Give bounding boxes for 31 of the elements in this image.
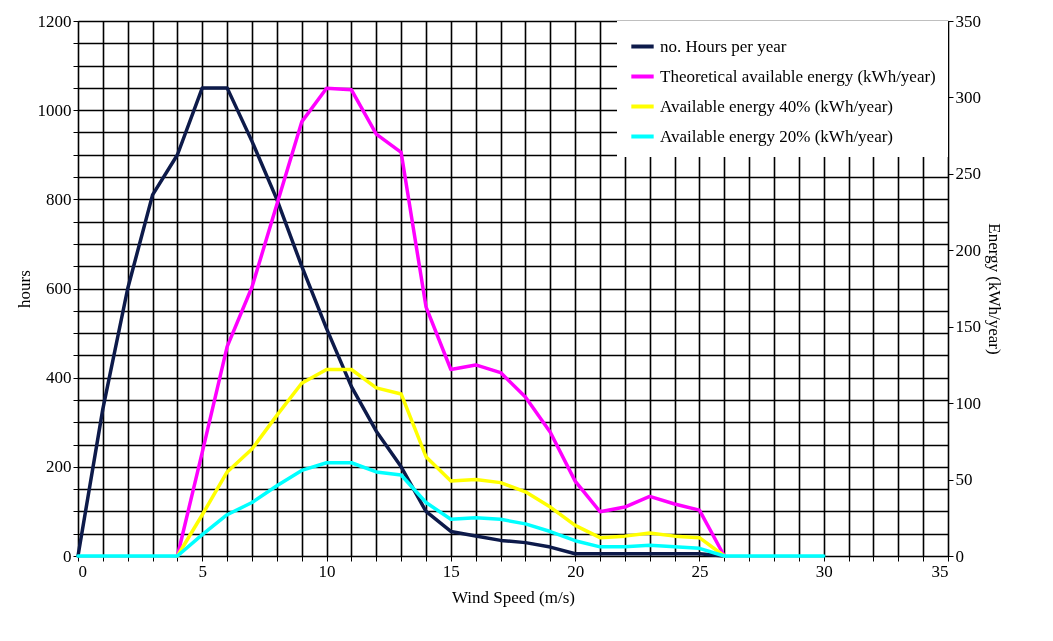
- legend-label: Theoretical available energy (kWh/year): [660, 66, 936, 86]
- x-tick-label: 35: [931, 561, 949, 581]
- y2-tick-label: 300: [955, 87, 981, 107]
- x-tick-label: 15: [442, 561, 460, 581]
- y-tick-label: 400: [46, 368, 72, 388]
- x-tick-label: 0: [78, 561, 87, 581]
- y2-axis-title: Energy (kWh/year): [985, 223, 1004, 355]
- y2-tick-label: 100: [955, 393, 981, 413]
- x-tick-label: 30: [815, 561, 833, 581]
- line-series: [76, 461, 826, 558]
- x-tick-label: 20: [567, 561, 585, 581]
- legend-label: no. Hours per year: [660, 36, 787, 56]
- x-axis-title: Wind Speed (m/s): [451, 587, 576, 607]
- y2-tick-label: 350: [955, 11, 981, 31]
- y-tick-label: 1000: [37, 100, 72, 120]
- y-tick-label: 600: [46, 279, 72, 298]
- y2-tick-label: 50: [955, 470, 973, 490]
- y-tick-label: 0: [63, 546, 72, 566]
- x-tick-label: 25: [691, 561, 709, 581]
- x-tick-label: 5: [198, 561, 208, 581]
- y-axis-title: hours: [14, 270, 34, 308]
- y2-tick-label: 250: [955, 164, 981, 184]
- y2-tick-label: 150: [955, 317, 981, 337]
- legend-label: Available energy 20% (kWh/year): [660, 126, 894, 146]
- y2-tick-label: 0: [955, 546, 964, 566]
- y-tick-label: 1200: [37, 11, 72, 31]
- legend-label: Available energy 40% (kWh/year): [660, 96, 894, 116]
- y-tick-label: 800: [46, 189, 72, 209]
- y2-tick-label: 200: [955, 240, 981, 260]
- y-tick-label: 200: [46, 457, 72, 477]
- x-tick-label: 10: [318, 561, 336, 581]
